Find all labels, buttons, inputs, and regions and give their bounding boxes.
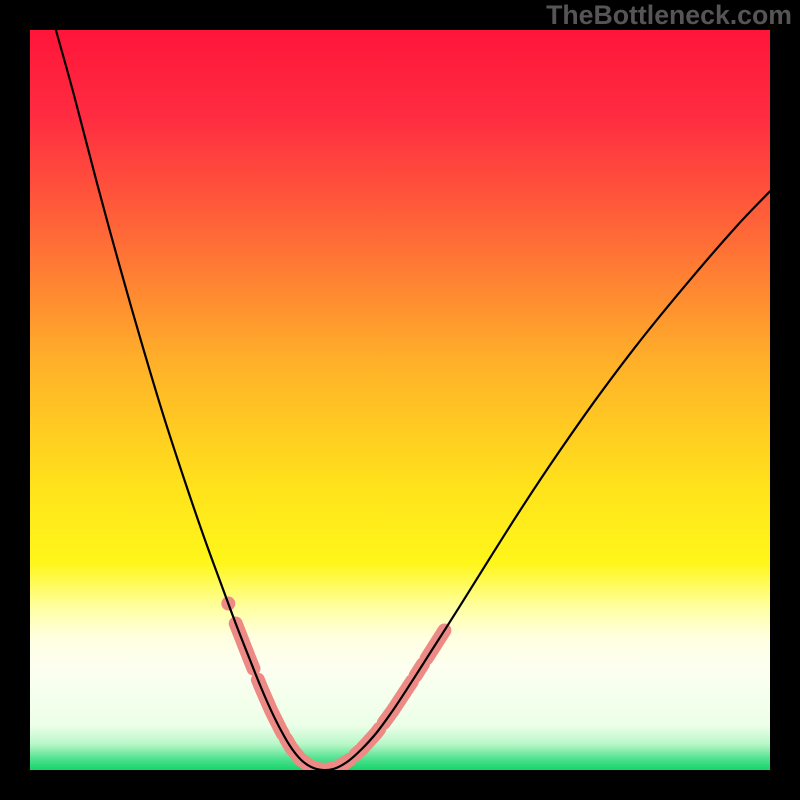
bottleneck-chart xyxy=(0,0,800,800)
watermark-text: TheBottleneck.com xyxy=(546,2,792,29)
chart-background xyxy=(30,30,770,770)
